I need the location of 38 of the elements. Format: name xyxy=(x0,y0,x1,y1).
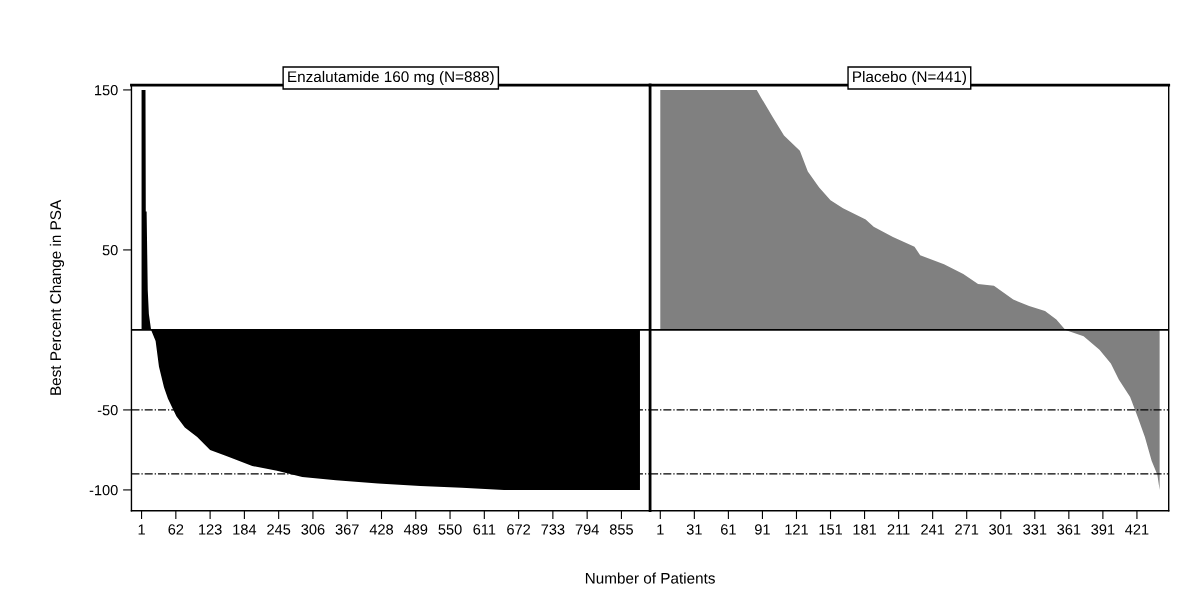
x-tick-label: 91 xyxy=(755,524,770,535)
chart-title: Enzalutamide 160 mg (N=888) xyxy=(288,70,494,86)
y-axis-title: Best Percent Change in PSA xyxy=(49,199,65,395)
x-tick-label: 733 xyxy=(541,524,565,535)
y-tick-label: 50 xyxy=(102,245,118,256)
x-tick-label: 306 xyxy=(301,524,325,535)
x-tick-label: 794 xyxy=(575,524,599,535)
x-tick-label: 301 xyxy=(989,524,1013,535)
x-tick-label: 489 xyxy=(403,524,428,535)
x-tick-label: 151 xyxy=(819,524,842,535)
x-tick-label: 181 xyxy=(853,524,877,535)
x-tick-label: 428 xyxy=(369,524,394,535)
x-tick-label: 361 xyxy=(1057,524,1081,535)
x-tick-label: 61 xyxy=(721,524,736,535)
x-tick-label: 123 xyxy=(199,524,222,535)
x-tick-label: 672 xyxy=(507,524,531,535)
x-tick-label: 245 xyxy=(267,524,291,535)
chart-title: Placebo (N=441) xyxy=(853,70,966,86)
x-tick-label: 241 xyxy=(921,524,945,535)
x-tick-label: 211 xyxy=(887,524,910,535)
x-axis-title: Number of Patients xyxy=(585,572,715,584)
x-tick-label: 62 xyxy=(168,524,184,535)
x-tick-label: 331 xyxy=(1023,524,1047,535)
y-tick-label: -100 xyxy=(89,485,118,496)
x-tick-label: 550 xyxy=(438,524,462,535)
x-tick-label: 31 xyxy=(686,524,702,535)
y-tick-label: -50 xyxy=(97,405,118,416)
x-tick-label: 855 xyxy=(609,524,633,535)
y-tick-label: 150 xyxy=(95,85,118,96)
x-tick-label: 391 xyxy=(1091,524,1115,535)
x-tick-label: 1 xyxy=(138,524,145,535)
x-tick-label: 1 xyxy=(657,524,664,535)
x-tick-label: 611 xyxy=(473,524,496,535)
x-tick-label: 421 xyxy=(1125,524,1149,535)
x-tick-label: 271 xyxy=(955,524,979,535)
x-tick-label: 184 xyxy=(233,524,257,535)
x-tick-label: 121 xyxy=(785,524,808,535)
x-tick-label: 367 xyxy=(335,524,359,535)
